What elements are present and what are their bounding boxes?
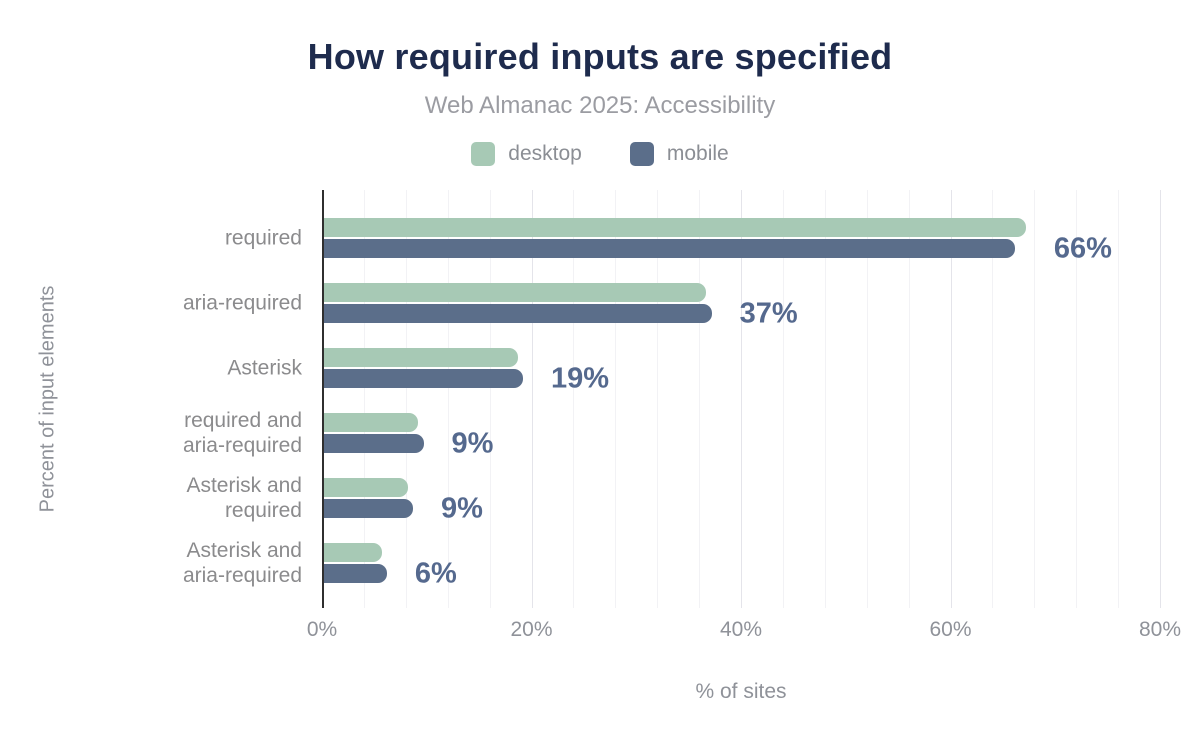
gridline-minor [363,190,365,608]
plot-area: 66% 37% 19% 9% 9% 6% [322,190,1161,608]
legend-swatch-mobile [629,142,654,166]
legend: desktop mobile [0,142,1200,166]
gridline-major [531,190,533,608]
value-label-asterisk-and-aria-required: 6% [414,557,457,589]
bar-mobile-asterisk-and-required[interactable] [324,499,414,518]
value-label-required-and-aria-required: 9% [451,427,494,459]
gridline-minor [824,190,826,608]
legend-item-desktop[interactable]: desktop [471,142,582,166]
bar-mobile-required[interactable] [324,239,1016,258]
bar-desktop-asterisk-and-required[interactable] [324,478,408,497]
category-label-aria-required: aria-required [182,291,302,315]
gridline-minor [866,190,868,608]
bar-mobile-asterisk[interactable] [324,369,524,388]
bar-desktop-asterisk[interactable] [324,348,518,367]
gridline-major [1160,190,1161,608]
chart-title: How required inputs are specified [307,36,893,77]
category-label-asterisk: Asterisk [227,356,302,380]
bar-desktop-asterisk-and-aria-required[interactable] [324,543,382,562]
gridline-minor [447,190,449,608]
gridline-minor [489,190,491,608]
x-axis-title: % of sites [695,680,787,703]
category-label-required: required [224,226,302,250]
legend-label-mobile: mobile [666,142,729,165]
value-label-asterisk-and-required: 9% [441,492,483,524]
x-tick-label-60: 60% [929,618,972,641]
category-label-asterisk-and-aria-required: Asterisk and aria-required [182,539,302,587]
x-tick-label-40: 40% [719,618,763,641]
gridline-minor [1118,190,1120,608]
value-label-required: 66% [1053,232,1112,264]
gridline-minor [992,190,994,608]
x-tick-label-0: 0% [306,618,338,641]
bar-mobile-required-and-aria-required[interactable] [324,434,424,453]
gridline-minor [573,190,575,608]
gridline-minor [657,190,659,608]
bar-mobile-aria-required[interactable] [324,304,712,323]
value-label-asterisk: 19% [551,362,610,394]
value-label-aria-required: 37% [739,297,798,329]
gridline-minor [615,190,617,608]
bar-desktop-required-and-aria-required[interactable] [324,413,419,432]
x-tick-label-20: 20% [510,618,553,641]
x-tick-label-80: 80% [1138,618,1182,641]
legend-label-desktop: desktop [508,142,582,165]
gridline-major [741,190,742,608]
bar-desktop-required[interactable] [324,218,1026,237]
gridline-minor [782,190,784,608]
category-labels-layer: required aria-required Asterisk required an… [0,190,312,608]
gridline-major [950,190,952,608]
gridline-minor [908,190,910,608]
category-label-required-and-aria-required: required and aria-required [182,409,302,457]
bar-mobile-asterisk-and-aria-required[interactable] [324,564,387,583]
gridline-minor [699,190,701,608]
gridline-minor [405,190,407,608]
gridline-minor [1076,190,1078,608]
legend-item-mobile[interactable]: mobile [629,142,729,166]
gridline-minor [1034,190,1036,608]
category-label-asterisk-and-required: Asterisk and required [186,474,302,522]
bar-desktop-aria-required[interactable] [324,283,707,302]
chart-subtitle: Web Almanac 2025: Accessibility [424,92,776,119]
y-axis-line [322,190,324,608]
legend-swatch-desktop [471,142,496,166]
